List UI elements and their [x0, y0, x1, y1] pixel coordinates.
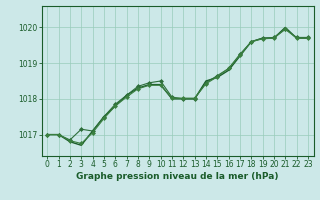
X-axis label: Graphe pression niveau de la mer (hPa): Graphe pression niveau de la mer (hPa): [76, 172, 279, 181]
